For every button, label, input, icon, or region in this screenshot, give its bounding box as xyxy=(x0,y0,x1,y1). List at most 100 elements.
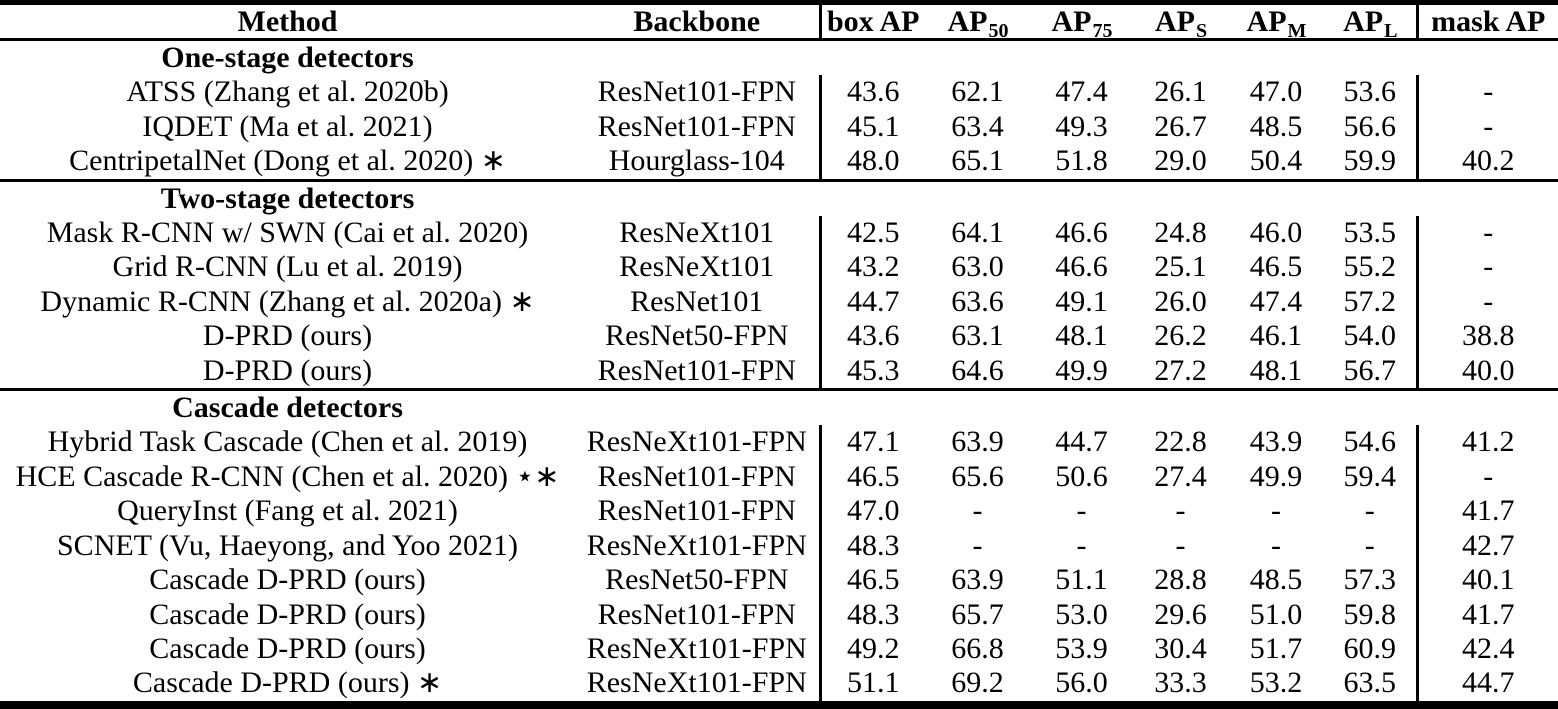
metric-cell: 63.9 xyxy=(951,425,1004,459)
metric-cell: 63.6 xyxy=(951,284,1004,318)
col-header-ap50: AP50 xyxy=(925,2,1030,41)
metric-cell: 28.8 xyxy=(1154,563,1207,597)
mask-ap-cell: 44.7 xyxy=(1415,666,1558,705)
metric-cell: - xyxy=(1364,528,1375,562)
box-ap-cell: 43.2 xyxy=(818,250,925,285)
box-ap-cell: 48.3 xyxy=(818,597,925,632)
metric-cell: 30.4 xyxy=(1154,631,1207,665)
method-cell: Hybrid Task Cascade (Chen et al. 2019) xyxy=(47,425,528,459)
box-ap-cell: 42.5 xyxy=(818,216,925,251)
section-header-row: Cascade detectors xyxy=(0,388,1558,426)
table-row: Cascade D-PRD (ours) ResNet50-FPN 46.5 63.9… xyxy=(0,563,1558,598)
box-ap-cell: 46.5 xyxy=(818,459,925,495)
method-cell: Cascade D-PRD (ours) xyxy=(149,631,426,665)
metric-cell: 26.7 xyxy=(1154,109,1207,143)
table-row: Cascade D-PRD (ours) ∗ ResNeXt101-FPN 51.1… xyxy=(0,666,1558,705)
metric-cell: 46.6 xyxy=(1055,250,1108,284)
backbone-cell: ResNeXt101 xyxy=(619,216,775,250)
table-row: Cascade D-PRD (ours) ResNet101-FPN 48.3 65.… xyxy=(0,597,1558,632)
metric-cell: 54.6 xyxy=(1343,425,1397,459)
metric-cell: 51.1 xyxy=(1055,563,1108,597)
mask-ap-cell: 41.7 xyxy=(1415,494,1558,529)
metric-cell: - xyxy=(1271,528,1281,562)
metric-cell: 25.1 xyxy=(1154,250,1207,284)
metric-cell: 54.0 xyxy=(1343,319,1397,353)
mask-ap-cell: - xyxy=(1415,75,1558,110)
backbone-cell: ResNet101-FPN xyxy=(597,597,796,631)
box-ap-cell: 49.2 xyxy=(818,631,925,667)
metric-cell: 57.3 xyxy=(1343,563,1397,597)
metric-cell: 48.1 xyxy=(1055,319,1108,353)
col-header-mask-ap: mask AP xyxy=(1415,2,1558,41)
metric-cell: 49.9 xyxy=(1055,353,1108,387)
metric-cell: 63.9 xyxy=(951,563,1004,597)
col-header-ap-small: APS xyxy=(1133,2,1228,41)
metric-cell: 59.4 xyxy=(1343,459,1397,493)
metric-cell: 50.6 xyxy=(1055,459,1108,493)
table-row: Cascade D-PRD (ours) ResNeXt101-FPN 49.2 66… xyxy=(0,631,1558,667)
backbone-cell: ResNet50-FPN xyxy=(605,319,789,353)
section-header-label: Cascade detectors xyxy=(172,391,403,425)
mask-ap-cell: - xyxy=(1415,284,1558,320)
col-header-backbone: Backbone xyxy=(575,2,820,41)
mask-ap-cell: 42.4 xyxy=(1415,631,1558,667)
metric-cell: 51.8 xyxy=(1055,144,1108,178)
metric-cell: 46.1 xyxy=(1249,319,1303,353)
metric-cell: 64.6 xyxy=(951,353,1004,387)
metric-cell: 51.0 xyxy=(1249,597,1303,631)
table-row: D-PRD (ours) ResNet50-FPN 43.6 63.1 48.1 26.2… xyxy=(0,319,1558,354)
metric-cell: - xyxy=(1271,494,1281,528)
col-header-ap-medium-label: AP xyxy=(1246,5,1287,38)
backbone-cell: Hourglass-104 xyxy=(608,144,785,178)
metric-cell: 46.0 xyxy=(1249,216,1303,250)
table-row: HCE Cascade R-CNN (Chen et al. 2020) ⋆∗ R… xyxy=(0,459,1558,495)
mask-ap-cell: 41.7 xyxy=(1415,597,1558,632)
metric-cell: 63.5 xyxy=(1343,666,1397,700)
table-body: One-stage detectors ATSS (Zhang et al. 20… xyxy=(0,40,1558,705)
table-row: IQDET (Ma et al. 2021) ResNet101-FPN 45.1 6… xyxy=(0,109,1558,145)
table-row: Dynamic R-CNN (Zhang et al. 2020a) ∗ ResN… xyxy=(0,284,1558,320)
metric-cell: 53.6 xyxy=(1343,75,1397,109)
metric-cell: - xyxy=(1175,494,1186,528)
metric-cell: 26.2 xyxy=(1154,319,1207,353)
backbone-cell: ResNet101-FPN xyxy=(597,109,796,143)
metric-cell: 48.5 xyxy=(1249,563,1303,597)
metric-cell: 48.1 xyxy=(1249,353,1303,387)
table-row: SCNET (Vu, Haeyong, and Yoo 2021) ResNeXt… xyxy=(0,528,1558,564)
backbone-cell: ResNeXt101-FPN xyxy=(586,425,807,459)
section-header-cell: Cascade detectors xyxy=(0,388,1558,426)
backbone-cell: ResNet101-FPN xyxy=(597,353,796,387)
box-ap-cell: 45.1 xyxy=(818,109,925,145)
metric-cell: 22.8 xyxy=(1154,425,1207,459)
metric-cell: 65.1 xyxy=(951,144,1004,178)
metric-cell: 53.5 xyxy=(1343,216,1397,250)
metric-cell: 29.0 xyxy=(1154,144,1207,178)
metric-cell: 29.6 xyxy=(1154,597,1207,631)
metric-cell: 60.9 xyxy=(1343,631,1397,665)
metric-cell: 49.9 xyxy=(1249,459,1303,493)
metric-cell: - xyxy=(1076,528,1087,562)
col-header-ap-large-label: AP xyxy=(1343,5,1384,38)
metric-cell: 65.6 xyxy=(951,459,1004,493)
backbone-cell: ResNeXt101-FPN xyxy=(586,528,807,562)
method-cell: Cascade D-PRD (ours) xyxy=(149,597,426,631)
metric-cell: 46.6 xyxy=(1055,216,1108,250)
method-cell: QueryInst (Fang et al. 2021) xyxy=(117,494,458,528)
backbone-cell: ResNet50-FPN xyxy=(605,563,789,597)
metric-cell: 63.1 xyxy=(951,319,1004,353)
backbone-cell: ResNeXt101 xyxy=(619,250,775,284)
table-row: D-PRD (ours) ResNet101-FPN 45.3 64.6 49.9 27.… xyxy=(0,353,1558,390)
box-ap-cell: 44.7 xyxy=(818,284,925,320)
metric-cell: 53.0 xyxy=(1055,597,1108,631)
metric-cell: 49.3 xyxy=(1055,109,1108,143)
method-cell: Mask R-CNN w/ SWN (Cai et al. 2020) xyxy=(46,216,529,250)
metric-cell: 50.4 xyxy=(1249,144,1303,178)
col-header-mask-ap-label: mask AP xyxy=(1431,5,1546,38)
table-row: ATSS (Zhang et al. 2020b) ResNet101-FPN 43… xyxy=(0,75,1558,110)
metric-cell: 24.8 xyxy=(1154,216,1207,250)
table-row: CentripetalNet (Dong et al. 2020) ∗ Hourg… xyxy=(0,144,1558,181)
col-header-ap-large-subscript: L xyxy=(1384,20,1398,40)
box-ap-cell: 43.6 xyxy=(818,75,925,110)
table-row: Grid R-CNN (Lu et al. 2019) ResNeXt101 43.… xyxy=(0,250,1558,285)
backbone-cell: ResNeXt101-FPN xyxy=(586,666,807,700)
